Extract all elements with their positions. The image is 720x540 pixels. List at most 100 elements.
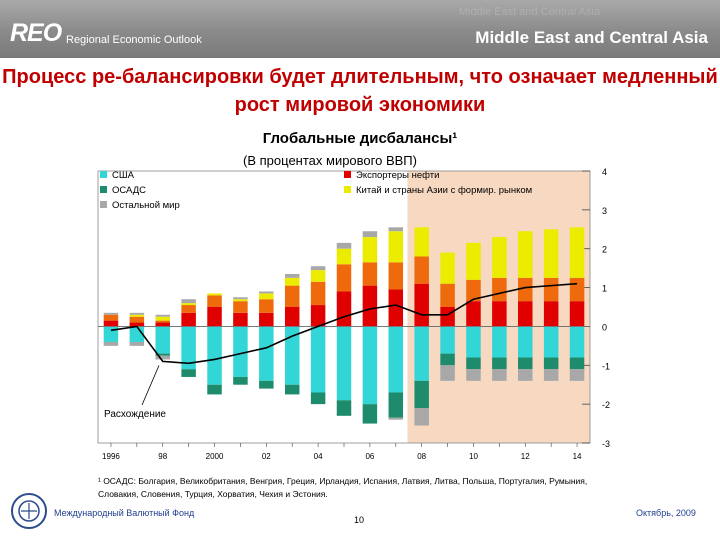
- bar-segment: [155, 314, 170, 317]
- bar-segment: [440, 307, 455, 327]
- bar-segment: [259, 326, 274, 381]
- bar-segment: [336, 291, 352, 327]
- bar-segment: [233, 376, 248, 385]
- legend-label: Остальной мир: [112, 200, 180, 211]
- bar-segment: [466, 326, 481, 358]
- bar-segment: [466, 242, 481, 280]
- x-tick-label: 2000: [206, 452, 224, 461]
- bar-segment: [181, 303, 196, 306]
- reo-logo: REO: [10, 19, 62, 47]
- bar-segment: [155, 320, 170, 323]
- bar-segment: [388, 392, 404, 418]
- bar-segment: [388, 326, 404, 393]
- bar-segment: [207, 384, 222, 395]
- x-tick-label: 04: [314, 452, 323, 461]
- region-title: Middle East and Central Asia: [475, 28, 708, 47]
- y-tick-label: -1: [602, 361, 610, 371]
- x-tick-label: 08: [417, 452, 426, 461]
- bar-segment: [233, 301, 248, 313]
- divergence-line: [110, 282, 578, 365]
- bar-segment: [466, 369, 481, 381]
- bar-segment: [543, 357, 559, 370]
- y-tick-label: 0: [602, 322, 607, 332]
- bar-segment: [440, 252, 455, 284]
- bar-segment: [362, 285, 378, 327]
- x-tick-label: 98: [158, 452, 167, 461]
- imf-seal-icon: [11, 493, 47, 529]
- bar-segment: [414, 380, 429, 409]
- bar-segment: [336, 264, 352, 292]
- bar-segment: [129, 312, 145, 315]
- legend-swatch: [344, 186, 351, 193]
- report-subtitle: Regional Economic Outlook: [66, 34, 202, 46]
- bar-segment: [518, 277, 533, 302]
- bar-segment: [414, 256, 429, 284]
- bar-segment: [284, 277, 300, 286]
- bar-segment: [414, 283, 429, 327]
- bar-segment: [492, 277, 507, 302]
- y-tick-label: 2: [602, 245, 607, 255]
- bar-segment: [129, 341, 145, 346]
- x-tick-label: 02: [262, 452, 271, 461]
- bar-segment: [569, 369, 585, 381]
- x-tick-label: 14: [573, 452, 582, 461]
- bar-segment: [492, 326, 507, 358]
- bar-segment: [284, 273, 300, 278]
- bar-segment: [233, 297, 248, 300]
- bar-segment: [155, 316, 170, 321]
- legend-swatch: [100, 201, 107, 208]
- bar-segment: [155, 322, 170, 327]
- x-tick-label: 06: [365, 452, 374, 461]
- bar-segment: [233, 312, 248, 327]
- bar-segment: [492, 369, 507, 381]
- bar-segment: [207, 307, 222, 327]
- bar-segment: [181, 326, 196, 370]
- bar-segment: [362, 404, 378, 424]
- bar-segment: [310, 392, 326, 405]
- bar-segment: [103, 314, 119, 321]
- y-tick-label: -3: [602, 439, 610, 449]
- bar-segment: [233, 299, 248, 302]
- y-tick-label: 1: [602, 284, 607, 294]
- bar-segment: [259, 299, 274, 313]
- bar-segment: [336, 326, 352, 401]
- bar-segment: [259, 293, 274, 300]
- header-banner: Middle East and Central Asia REO Regiona…: [0, 0, 720, 58]
- footnote: ¹ ОСАДС: Болгария, Великобритания, Венгр…: [98, 476, 588, 499]
- legend-label: Экспортеры нефти: [356, 170, 439, 181]
- bar-segment: [569, 277, 585, 302]
- bar-segment: [388, 417, 404, 420]
- bar-segment: [155, 353, 170, 356]
- bar-segment: [543, 229, 559, 278]
- bar-segment: [440, 353, 455, 366]
- bar-segment: [518, 357, 533, 370]
- bar-segment: [103, 341, 119, 346]
- y-tick-label: -2: [602, 400, 610, 410]
- bar-segment: [155, 355, 170, 360]
- publication-date: Октябрь, 2009: [636, 508, 696, 518]
- bar-segment: [103, 320, 119, 327]
- banner-watermark: Middle East and Central Asia: [458, 6, 600, 18]
- bar-segment: [569, 357, 585, 370]
- bar-segment: [362, 237, 378, 263]
- bar-segment: [388, 231, 404, 263]
- bar-segment: [129, 314, 145, 317]
- bar-segment: [181, 305, 196, 313]
- bar-segment: [466, 301, 481, 327]
- bar-segment: [362, 326, 378, 405]
- bar-segment: [543, 326, 559, 358]
- bar-segment: [259, 380, 274, 389]
- bar-segment: [362, 262, 378, 286]
- chart-title: Глобальные дисбалансы¹: [262, 130, 458, 147]
- y-tick-label: 3: [602, 206, 607, 216]
- bar-segment: [207, 295, 222, 307]
- bar-segment: [310, 326, 326, 393]
- slide-title: Процесс ре-балансировки будет длительным…: [0, 63, 720, 119]
- bar-segment: [543, 277, 559, 302]
- legend-label: Китай и страны Азии с формир. рынком: [356, 185, 532, 196]
- page-number: 10: [354, 515, 365, 525]
- bar-segment: [310, 281, 326, 306]
- bar-segment: [388, 289, 404, 327]
- bar-segment: [492, 357, 507, 370]
